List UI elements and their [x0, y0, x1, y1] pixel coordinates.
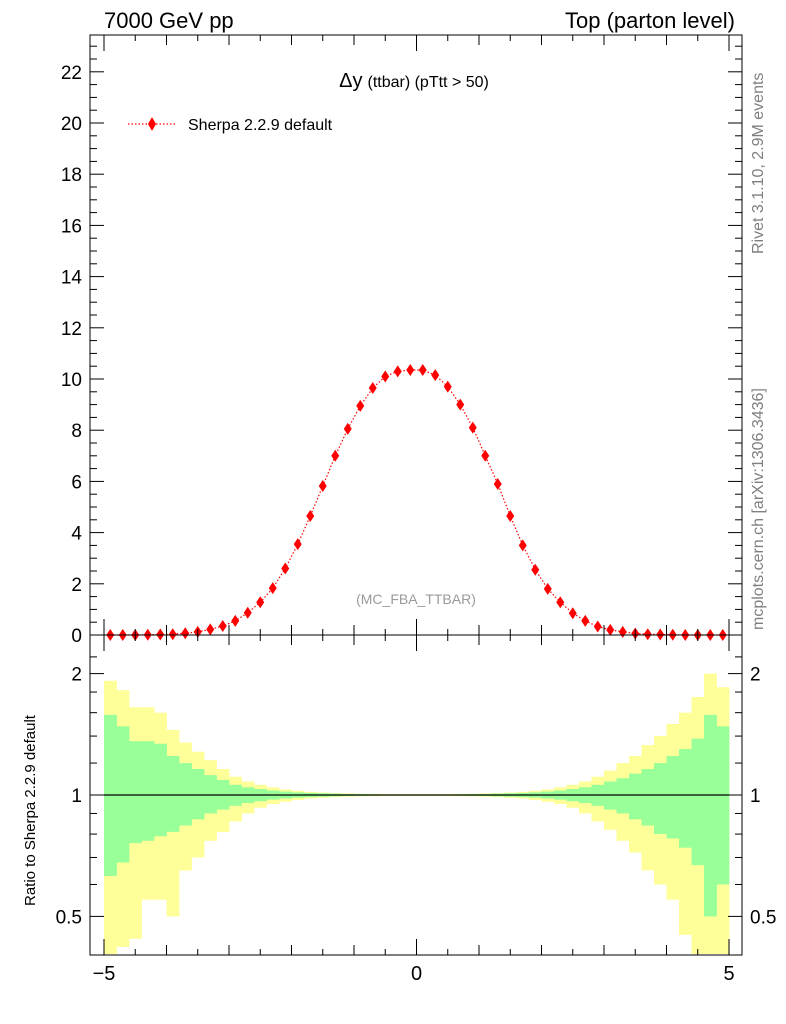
stat-uncertainty-bin	[141, 741, 155, 841]
stat-uncertainty-bin	[166, 755, 180, 832]
y-tick-label: 4	[71, 524, 82, 545]
data-point	[506, 509, 515, 522]
data-point	[618, 625, 627, 638]
ratio-y-tick-label-right: 1	[750, 786, 761, 807]
stat-uncertainty-bin	[679, 749, 692, 848]
data-point	[393, 365, 402, 378]
stat-uncertainty-bin	[204, 775, 217, 814]
stat-uncertainty-bin	[641, 769, 655, 826]
data-point	[231, 614, 240, 627]
data-point	[531, 563, 540, 576]
y-tick-label: 20	[61, 114, 82, 135]
data-point	[481, 449, 490, 462]
data-point	[468, 421, 477, 434]
y-tick-label: 8	[71, 421, 82, 442]
ratio-y-tick-label: 2	[71, 665, 82, 686]
x-tick-label: 0	[411, 963, 422, 985]
data-point	[356, 399, 365, 412]
y-tick-label: 6	[71, 472, 82, 493]
data-point	[243, 606, 252, 619]
y-tick-label: 2	[71, 575, 82, 596]
data-point	[406, 364, 415, 377]
ratio-y-tick-label-right: 0.5	[750, 907, 776, 928]
ratio-plot-area	[104, 673, 730, 954]
analysis-watermark: (MC_FBA_TTBAR)	[356, 591, 476, 607]
data-point	[168, 628, 177, 641]
stat-uncertainty-bin	[704, 714, 717, 917]
data-point	[556, 596, 565, 609]
data-point	[331, 449, 340, 462]
data-point	[493, 477, 502, 490]
stat-uncertainty-bin	[191, 769, 205, 820]
data-point	[418, 364, 427, 377]
data-point	[218, 620, 227, 633]
stat-uncertainty-bin	[629, 773, 642, 820]
data-point	[368, 381, 377, 394]
x-tick-label: −5	[93, 963, 116, 985]
data-point	[581, 614, 590, 627]
stat-uncertainty-bin	[716, 726, 730, 885]
legend-label: Sherpa 2.2.9 default	[188, 117, 333, 134]
data-point	[343, 422, 352, 435]
stat-uncertainty-bin	[154, 743, 167, 837]
mcplots-credit-text: mcplots.cern.ch [arXiv:1306.3436]	[750, 388, 767, 630]
data-point	[593, 620, 602, 633]
data-point	[518, 539, 527, 552]
data-point	[256, 596, 265, 609]
y-tick-label: 12	[61, 319, 82, 340]
stat-uncertainty-bin	[691, 738, 705, 866]
plot-title-sub: (ttbar) (pTtt > 50)	[367, 74, 488, 91]
legend: Sherpa 2.2.9 default	[128, 117, 333, 134]
y-tick-label: 16	[61, 216, 82, 237]
data-point	[568, 607, 577, 620]
y-tick-label: 22	[61, 63, 82, 84]
stat-uncertainty-bin	[616, 778, 630, 814]
data-point	[206, 623, 215, 636]
plot-title-symbol: Δy	[339, 70, 362, 92]
x-tick-label: 5	[723, 963, 734, 985]
data-point	[456, 398, 465, 411]
data-point	[318, 480, 327, 493]
ratio-ylabel: Ratio to Sherpa 2.2.9 default	[22, 714, 39, 906]
data-point	[656, 628, 665, 641]
legend-marker	[148, 117, 156, 131]
rivet-version-text: Rivet 3.1.10, 2.9M events	[750, 73, 767, 254]
data-point	[156, 628, 165, 641]
header-left: 7000 GeV pp	[104, 8, 234, 33]
data-point	[443, 380, 452, 393]
data-point	[543, 582, 552, 595]
sherpa-series	[106, 364, 727, 641]
y-tick-label: 14	[61, 268, 83, 289]
ratio-y-tick-label-right: 2	[750, 665, 761, 686]
data-point	[643, 628, 652, 641]
data-point	[306, 509, 315, 522]
stat-uncertainty-bin	[179, 763, 192, 826]
data-point	[293, 538, 302, 551]
ratio-y-tick-label: 0.5	[56, 907, 82, 928]
data-point	[381, 370, 390, 383]
data-point	[431, 369, 440, 382]
ratio-y-tick-label: 1	[71, 786, 82, 807]
header-right: Top (parton level)	[565, 8, 735, 33]
stat-uncertainty-bin	[129, 741, 142, 844]
y-tick-label: 10	[61, 370, 82, 391]
stat-uncertainty-bin	[654, 763, 667, 835]
main-axes: 0 2 4 6 8 10 12 14 16 18 20 22	[61, 34, 743, 647]
y-tick-label: 0	[71, 626, 82, 647]
data-point	[606, 623, 615, 636]
ratio-axes: 0.5 0.5 1 1 2 2 −5 0 5	[56, 634, 776, 985]
data-point	[268, 582, 277, 595]
stat-uncertainty-bin	[666, 755, 680, 839]
y-tick-label: 18	[61, 165, 82, 186]
plot-title: Δy (ttbar) (pTtt > 50)	[339, 70, 489, 92]
data-point	[281, 562, 290, 575]
data-point	[181, 627, 190, 640]
